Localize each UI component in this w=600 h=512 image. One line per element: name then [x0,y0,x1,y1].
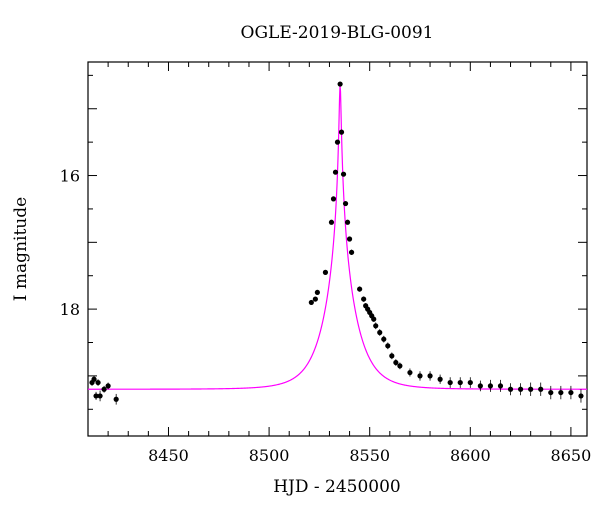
y-tick-label: 16 [60,167,80,186]
y-tick-label: 18 [60,300,80,319]
data-point [507,386,514,392]
data-point [477,383,483,389]
data-point [385,343,391,349]
data-point [338,129,345,135]
data-point [101,386,107,392]
data-point [437,376,443,382]
data-point [322,269,329,275]
data-point [113,396,119,402]
data-point [397,363,403,369]
data-point [407,369,413,376]
data-point [312,296,318,302]
data-point [427,373,433,379]
data-point [334,139,341,145]
data-point [357,286,363,292]
x-tick-label: 8500 [249,446,290,465]
data-point [548,389,554,396]
data-point [332,169,339,175]
data-point [467,379,473,386]
data-point [105,383,111,389]
data-point [328,219,335,225]
data-point [457,379,463,386]
plot-frame [87,61,588,437]
data-point [568,389,574,396]
data-point [95,379,101,386]
data-point [417,373,423,379]
x-tick-label: 8550 [349,446,390,465]
chart-title: OGLE-2019-BLG-0091 [241,23,434,43]
data-point [340,171,347,177]
data-point [314,289,320,296]
data-point [518,386,524,392]
x-axis-label: HJD - 2450000 [273,477,401,497]
data-point [97,393,103,399]
data-point [371,316,377,322]
data-point [337,81,343,87]
y-axis-label: I magnitude [11,197,31,301]
data-point [558,389,564,396]
data-point [348,249,355,255]
model-curve [88,84,587,390]
x-tick-label: 8650 [551,446,592,465]
data-point [447,379,453,386]
data-point [578,393,584,399]
data-point [91,376,97,382]
data-point [330,196,337,202]
data-point [528,386,534,392]
data-point [377,329,383,336]
plot-area: 8450 8500 8550 8600 8650 16 18 [60,61,592,465]
data-point [342,200,349,207]
data-point [344,219,351,225]
data-point [308,299,314,306]
data-point [381,336,387,342]
data-point [497,383,504,389]
data-point [389,353,395,359]
data-point [346,236,353,242]
data-point [373,323,379,329]
x-tick-label: 8600 [450,446,491,465]
data-point [487,383,494,389]
data-point [361,296,367,302]
x-tick-label: 8450 [148,446,189,465]
data-point [393,359,399,366]
data-point [93,393,99,399]
data-point [538,386,544,392]
